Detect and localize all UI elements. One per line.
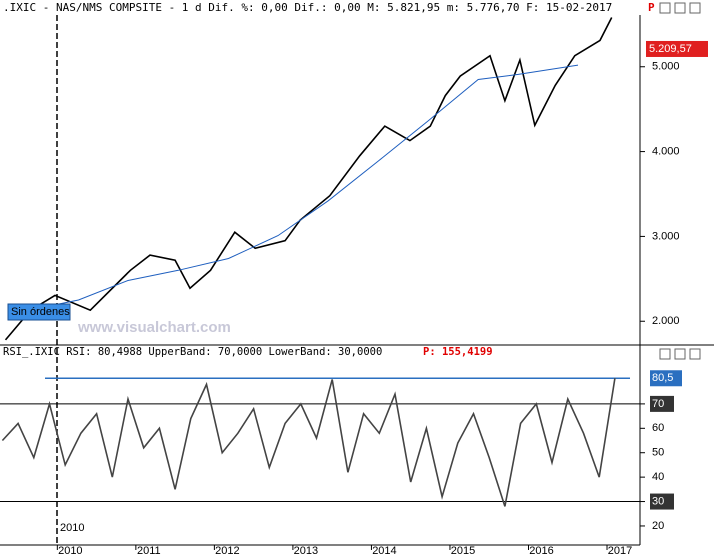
period-label: 2010 (60, 522, 84, 534)
last-value-label: 5.209,57 (649, 43, 692, 55)
x-tick-label: 2014 (372, 545, 396, 557)
series-line (28, 64, 579, 311)
x-tick-label: 2010 (58, 545, 82, 557)
x-tick-label: 2015 (451, 545, 475, 557)
x-tick-label: 2011 (137, 545, 161, 557)
y-tick-label: 50 (652, 447, 664, 459)
annotation: Sin órdenes (11, 306, 70, 318)
y-tick-box (650, 493, 674, 510)
y-tick-label: 40 (652, 471, 664, 483)
x-tick-label: 2012 (215, 545, 239, 557)
y-tick-label: 30 (652, 495, 664, 507)
x-tick-label: 2016 (529, 545, 553, 557)
y-tick-label: 2.000 (652, 315, 680, 327)
y-tick-box (650, 395, 674, 412)
y-tick-label: 20 (652, 520, 664, 532)
window-button[interactable] (689, 348, 701, 360)
y-tick-label: 70 (652, 398, 664, 410)
y-tick-label: 60 (652, 422, 664, 434)
window-button[interactable] (674, 348, 686, 360)
window-button[interactable] (659, 2, 671, 14)
last-value-box (646, 40, 708, 57)
level-box (650, 370, 682, 387)
series-line (4, 17, 613, 341)
series-line (1, 378, 616, 507)
annotation-box (7, 303, 71, 321)
y-tick-label: 5.000 (652, 61, 680, 73)
y-tick-label: 4.000 (652, 145, 680, 157)
level-label: 80,5 (652, 372, 673, 384)
window-button[interactable] (659, 348, 671, 360)
header-title: .IXIC - NAS/NMS COMPSITE - 1 d Dif. %: 0… (3, 1, 612, 14)
header-flag: P (648, 1, 655, 14)
x-tick-label: 2017 (608, 545, 632, 557)
watermark: www.visualchart.com (77, 319, 231, 336)
x-tick-label: 2013 (294, 545, 318, 557)
window-button[interactable] (689, 2, 701, 14)
header-bar (0, 0, 640, 15)
panel-flag: P: 155,4199 (423, 346, 493, 358)
y-tick-label: 3.000 (652, 230, 680, 242)
panel-title: RSI_.IXIC RSI: 80,4988 UpperBand: 70,000… (3, 346, 382, 358)
window-button[interactable] (674, 2, 686, 14)
